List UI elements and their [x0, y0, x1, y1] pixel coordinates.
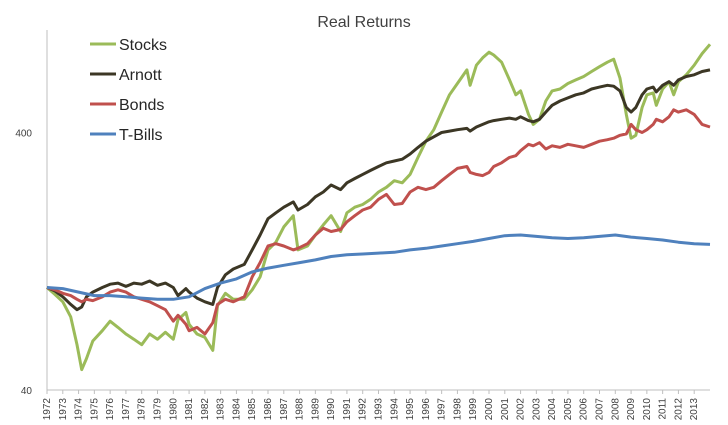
x-tick-label: 1974 — [74, 398, 85, 421]
x-tick-label: 1988 — [295, 398, 306, 421]
x-tick-label: 2013 — [689, 398, 700, 421]
x-tick-label: 1983 — [216, 398, 227, 421]
x-tick-label: 2009 — [626, 398, 637, 421]
x-tick-label: 1991 — [342, 398, 353, 421]
x-tick-label: 1985 — [247, 398, 258, 421]
x-tick-label: 2003 — [531, 398, 542, 421]
y-tick-label: 40 — [21, 386, 33, 397]
x-tick-label: 1993 — [374, 398, 385, 421]
x-tick-label: 2010 — [642, 398, 653, 421]
series-line-stocks — [46, 43, 712, 372]
x-tick-label: 1973 — [58, 398, 69, 421]
x-tick-label: 2005 — [563, 398, 574, 421]
x-tick-label: 2002 — [516, 398, 527, 421]
x-tick-label: 1987 — [279, 398, 290, 421]
series-line-bonds — [46, 108, 711, 336]
chart-title: Real Returns — [317, 14, 410, 31]
legend-label-t-bills: T-Bills — [119, 127, 163, 144]
x-tick-label: 2000 — [484, 398, 495, 421]
series-line-t-bills — [46, 233, 711, 301]
x-tick-label: 1986 — [263, 398, 274, 421]
x-tick-label: 1994 — [389, 398, 400, 421]
x-tick-label: 1976 — [105, 398, 116, 421]
x-tick-label: 2004 — [547, 398, 558, 421]
x-tick-label: 1979 — [153, 398, 164, 421]
x-tick-label: 2007 — [595, 398, 606, 421]
series-lines — [46, 43, 712, 372]
legend-label-stocks: Stocks — [119, 37, 167, 54]
x-tick-label: 1977 — [121, 398, 132, 421]
x-tick-label: 1997 — [437, 398, 448, 421]
x-tick-label: 1982 — [200, 398, 211, 421]
x-tick-label: 1981 — [184, 398, 195, 421]
x-tick-label: 1980 — [168, 398, 179, 421]
legend: Stocks Arnott Bonds T-Bills — [90, 37, 167, 144]
x-tick-label: 1978 — [137, 398, 148, 421]
x-tick-label: 1975 — [89, 398, 100, 421]
x-tick-label: 1996 — [421, 398, 432, 421]
legend-label-arnott: Arnott — [119, 67, 162, 84]
y-axis-ticks: 400 40 — [15, 128, 32, 397]
x-axis-ticks: 1972 1973 1974 1975 1976 1977 1978 1979 1980 1981… — [42, 390, 700, 420]
x-tick-label: 1989 — [310, 398, 321, 421]
x-tick-label: 2011 — [658, 398, 669, 420]
x-tick-label: 2006 — [579, 398, 590, 421]
x-tick-label: 1984 — [231, 398, 242, 421]
x-tick-label: 2001 — [500, 398, 511, 421]
x-tick-label: 1998 — [452, 398, 463, 421]
y-tick-label: 400 — [15, 128, 32, 139]
legend-label-bonds: Bonds — [119, 97, 164, 114]
x-tick-label: 1999 — [468, 398, 479, 421]
x-tick-label: 1972 — [42, 398, 53, 421]
x-tick-label: 1995 — [405, 398, 416, 421]
x-tick-label: 1990 — [326, 398, 337, 421]
x-tick-label: 2008 — [610, 398, 621, 421]
x-tick-label: 2012 — [673, 398, 684, 421]
x-tick-label: 1992 — [358, 398, 369, 421]
series-line-arnott — [46, 68, 711, 312]
